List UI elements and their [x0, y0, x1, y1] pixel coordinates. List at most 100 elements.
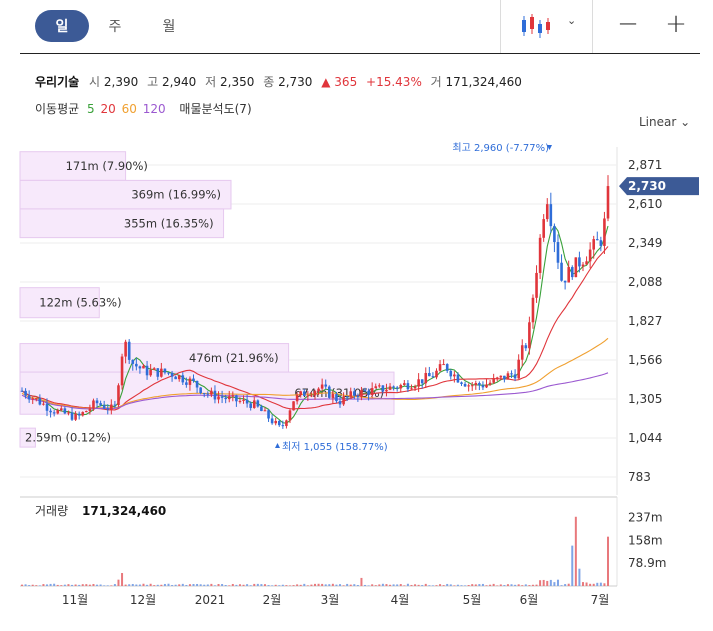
x-tick-label: 4월 — [391, 593, 410, 607]
candle-body — [535, 272, 538, 298]
x-tick-label: 11월 — [62, 593, 88, 607]
candle-body — [385, 389, 388, 392]
volume-bar — [553, 582, 556, 586]
candle-body — [231, 395, 235, 397]
volume-profile-label[interactable]: 매물분석도(7) — [179, 102, 252, 116]
candle-body — [395, 387, 399, 389]
volume-bar — [406, 583, 409, 586]
candle-body — [349, 391, 353, 397]
candle-body — [506, 373, 510, 380]
volume-bar — [410, 584, 413, 586]
low-label: 저 — [205, 75, 217, 89]
volume-bar — [56, 584, 59, 586]
volume-profile-label: 355m (16.35%) — [124, 216, 214, 230]
candle-body — [217, 396, 220, 400]
volume-bar — [314, 583, 316, 586]
candle-body — [381, 385, 385, 392]
volume-bar — [460, 585, 463, 586]
volume-bar — [142, 583, 145, 586]
tab-month[interactable]: 월 — [162, 19, 176, 35]
high-marker-icon — [547, 145, 552, 150]
candle-body — [120, 356, 124, 386]
current-price-label: 2,730 — [628, 179, 666, 193]
candle-body — [213, 390, 217, 400]
candle-body — [77, 413, 81, 416]
candle-body — [599, 240, 603, 246]
volume-bar — [106, 585, 109, 586]
tab-day[interactable]: 일 — [35, 10, 89, 42]
candlestick-icon[interactable] — [520, 12, 558, 40]
volume-bar — [531, 584, 534, 586]
candle-body — [210, 390, 213, 395]
tab-week[interactable]: 주 — [108, 19, 122, 35]
toolbar-divider — [500, 0, 501, 53]
candle-body — [345, 396, 349, 398]
candle-body — [45, 403, 49, 411]
zoom-out-button[interactable]: − — [617, 9, 639, 39]
candle-body — [342, 396, 345, 405]
candle-body — [467, 385, 470, 387]
candle-body — [424, 372, 428, 384]
candle-body — [245, 399, 249, 404]
candle-body — [242, 399, 245, 401]
toolbar-divider — [592, 0, 593, 53]
volume-bar — [524, 584, 527, 586]
candle-body — [270, 418, 274, 424]
candle-body — [520, 345, 524, 360]
volume-bar — [224, 585, 227, 586]
candle-body — [81, 412, 85, 416]
volume-bar — [81, 584, 84, 586]
candle-body — [542, 219, 545, 238]
candle-body — [174, 376, 177, 380]
candle-body — [431, 376, 435, 378]
volume-latest: 171,324,460 — [82, 504, 166, 518]
scale-select[interactable]: Linear ⌄ — [639, 115, 690, 129]
volume-bar — [253, 583, 256, 586]
x-tick-label: 5월 — [463, 593, 482, 607]
candle-body — [578, 257, 581, 267]
volume-bar — [178, 584, 181, 586]
volume-bar — [528, 585, 531, 586]
candle-body — [285, 420, 288, 427]
volume-bar — [296, 584, 299, 586]
volume-bar — [167, 583, 170, 586]
candle-body — [110, 404, 113, 410]
volume-bar — [242, 584, 245, 586]
candle-body — [160, 368, 163, 377]
moving-average-label[interactable]: 이동평균 — [35, 102, 80, 116]
candle-body — [538, 237, 542, 273]
volume-bar — [285, 585, 288, 586]
low-value: 2,350 — [220, 75, 255, 89]
chart-toolbar: 일 주 월 ⌄ − + — [20, 0, 700, 54]
volume-bar — [31, 584, 34, 586]
volume-bar — [399, 584, 402, 586]
candle-body — [63, 408, 67, 414]
volume-bar — [467, 584, 470, 586]
zoom-in-button[interactable]: + — [665, 9, 687, 39]
candle-body — [302, 391, 306, 396]
candle-body — [170, 372, 174, 377]
open-label: 시 — [89, 75, 101, 89]
volume-bar — [546, 580, 549, 586]
volume-bar — [353, 584, 356, 586]
chevron-down-icon[interactable]: ⌄ — [567, 14, 577, 27]
y-tick-label: 1,566 — [628, 353, 662, 367]
volume-bar — [271, 585, 274, 586]
volume-tick-label: 78.9m — [628, 556, 666, 570]
volume-bar — [385, 584, 388, 586]
candle-body — [503, 375, 506, 380]
volume-bar — [24, 584, 27, 586]
ma-5-label: 5 — [87, 102, 95, 116]
volume-profile-label: 122m (5.63%) — [39, 296, 121, 310]
volume-bar — [53, 583, 56, 586]
volume-bar — [156, 584, 159, 586]
candle-body — [392, 386, 395, 388]
candle-body — [167, 372, 170, 374]
volume-bar — [431, 585, 434, 586]
candle-body — [460, 382, 463, 384]
volume-profile-bar — [19, 287, 100, 319]
candle-body — [488, 382, 492, 385]
candle-body — [220, 396, 224, 398]
candle-body — [495, 377, 499, 379]
